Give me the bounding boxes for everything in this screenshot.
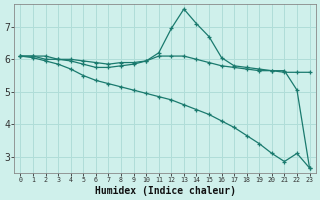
X-axis label: Humidex (Indice chaleur): Humidex (Indice chaleur) (94, 186, 236, 196)
